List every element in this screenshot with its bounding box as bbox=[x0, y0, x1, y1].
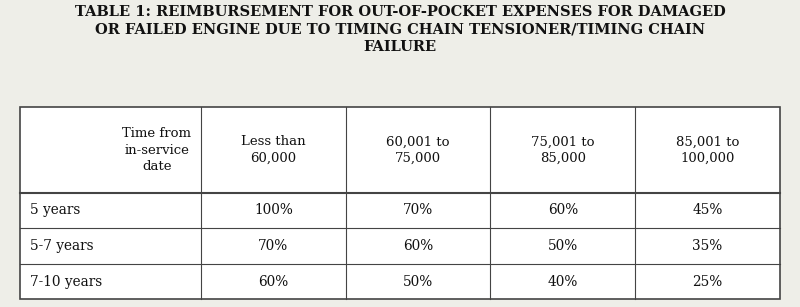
Text: 60,001 to
75,000: 60,001 to 75,000 bbox=[386, 135, 450, 165]
Text: Time from
in-service
date: Time from in-service date bbox=[122, 127, 191, 173]
Text: 75,001 to
85,000: 75,001 to 85,000 bbox=[531, 135, 594, 165]
Text: 85,001 to
100,000: 85,001 to 100,000 bbox=[676, 135, 739, 165]
Text: 35%: 35% bbox=[693, 239, 722, 253]
Text: Less than
60,000: Less than 60,000 bbox=[241, 135, 306, 165]
Text: 7-10 years: 7-10 years bbox=[30, 274, 102, 289]
Text: 45%: 45% bbox=[693, 204, 723, 217]
Text: 5-7 years: 5-7 years bbox=[30, 239, 94, 253]
Text: 50%: 50% bbox=[548, 239, 578, 253]
Text: TABLE 1: REIMBURSEMENT FOR OUT-OF-POCKET EXPENSES FOR DAMAGED
OR FAILED ENGINE D: TABLE 1: REIMBURSEMENT FOR OUT-OF-POCKET… bbox=[74, 5, 726, 54]
Text: 50%: 50% bbox=[403, 274, 434, 289]
Text: 70%: 70% bbox=[403, 204, 434, 217]
Text: 100%: 100% bbox=[254, 204, 293, 217]
Text: 60%: 60% bbox=[548, 204, 578, 217]
Text: 60%: 60% bbox=[258, 274, 289, 289]
Text: 5 years: 5 years bbox=[30, 204, 80, 217]
Text: 70%: 70% bbox=[258, 239, 289, 253]
Text: 25%: 25% bbox=[693, 274, 722, 289]
Text: 40%: 40% bbox=[548, 274, 578, 289]
Text: 60%: 60% bbox=[403, 239, 434, 253]
